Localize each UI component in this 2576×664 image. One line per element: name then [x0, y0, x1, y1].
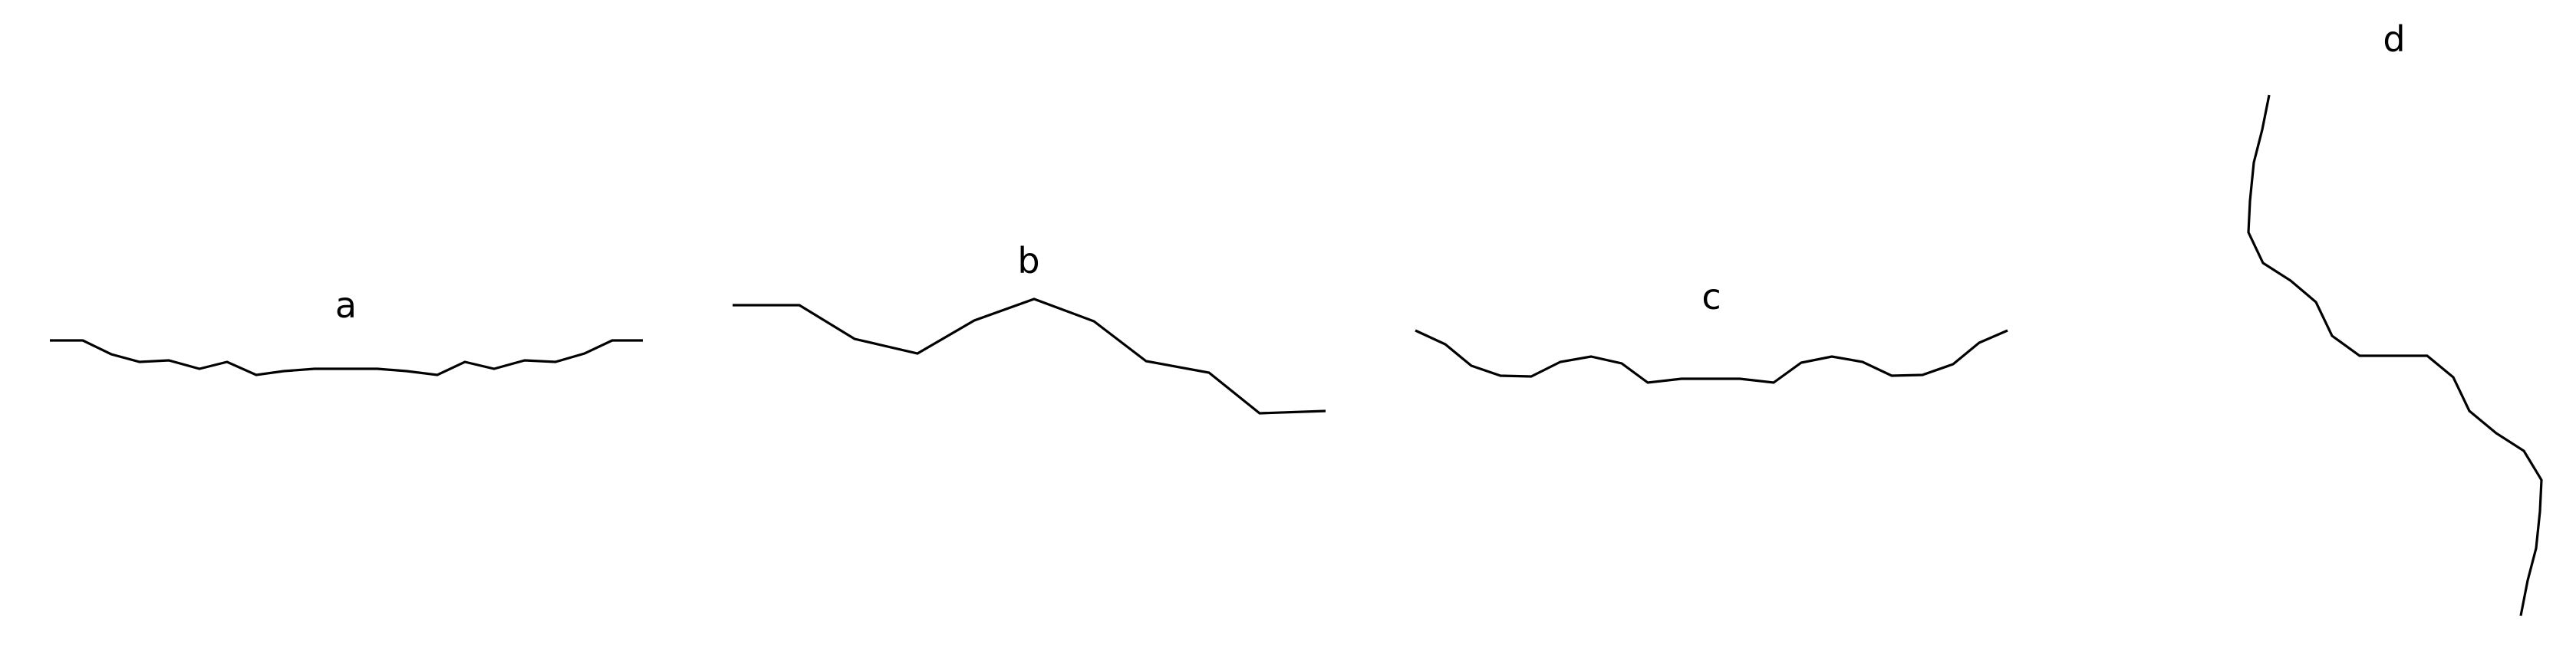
panel-label-c: c: [1701, 276, 1721, 317]
panel-a: a: [50, 284, 643, 376]
panel-c-trace: [1415, 329, 2008, 384]
panel-d-trace: [2247, 94, 2543, 616]
panel-label-a: a: [335, 284, 357, 326]
panel-label-b: b: [1017, 240, 1039, 281]
panel-d: d: [2247, 18, 2543, 616]
panel-b-trace: [733, 297, 1326, 415]
panel-a-trace: [50, 339, 643, 376]
panel-b: b: [733, 240, 1326, 415]
panel-c: c: [1415, 276, 2008, 384]
panel-label-d: d: [2383, 18, 2405, 60]
